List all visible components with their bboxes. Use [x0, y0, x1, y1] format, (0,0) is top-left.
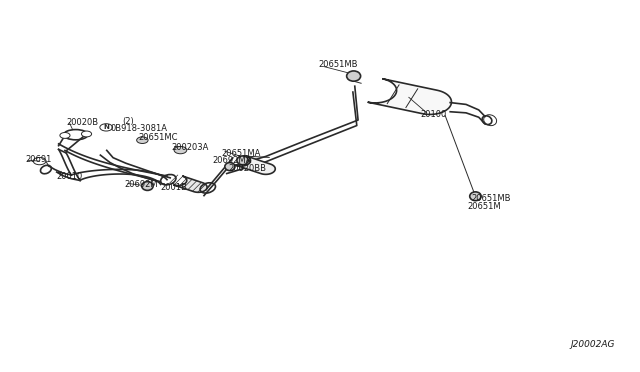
Text: 20651MB: 20651MB — [471, 194, 511, 203]
Polygon shape — [236, 156, 275, 174]
Circle shape — [174, 147, 187, 154]
Ellipse shape — [470, 192, 481, 201]
Text: 20020BB: 20020BB — [228, 164, 266, 173]
Polygon shape — [367, 79, 451, 115]
Circle shape — [60, 132, 70, 138]
Text: 20651MC: 20651MC — [138, 133, 177, 142]
Text: 200203A: 200203A — [171, 143, 208, 152]
Text: 20651MB: 20651MB — [318, 60, 358, 69]
Circle shape — [137, 137, 148, 144]
Text: 20691: 20691 — [26, 155, 52, 164]
Text: (2): (2) — [122, 118, 134, 126]
Text: 20692MA: 20692MA — [212, 156, 252, 165]
Text: 20010: 20010 — [57, 172, 83, 181]
Text: 20020B: 20020B — [66, 118, 99, 128]
Ellipse shape — [225, 163, 235, 171]
Circle shape — [100, 124, 113, 131]
Text: J20002AG: J20002AG — [570, 340, 615, 349]
Text: 20651MA: 20651MA — [221, 148, 260, 157]
Ellipse shape — [347, 71, 360, 81]
Text: 2001B: 2001B — [160, 183, 187, 192]
Polygon shape — [173, 176, 207, 192]
Ellipse shape — [141, 182, 153, 190]
Text: 20100: 20100 — [420, 110, 447, 119]
Text: N: N — [103, 124, 109, 130]
Text: 20692M: 20692M — [125, 180, 158, 189]
Text: 0B918-3081A: 0B918-3081A — [111, 124, 168, 132]
Circle shape — [81, 131, 92, 137]
Text: 20651M: 20651M — [467, 202, 501, 211]
Ellipse shape — [237, 156, 248, 165]
